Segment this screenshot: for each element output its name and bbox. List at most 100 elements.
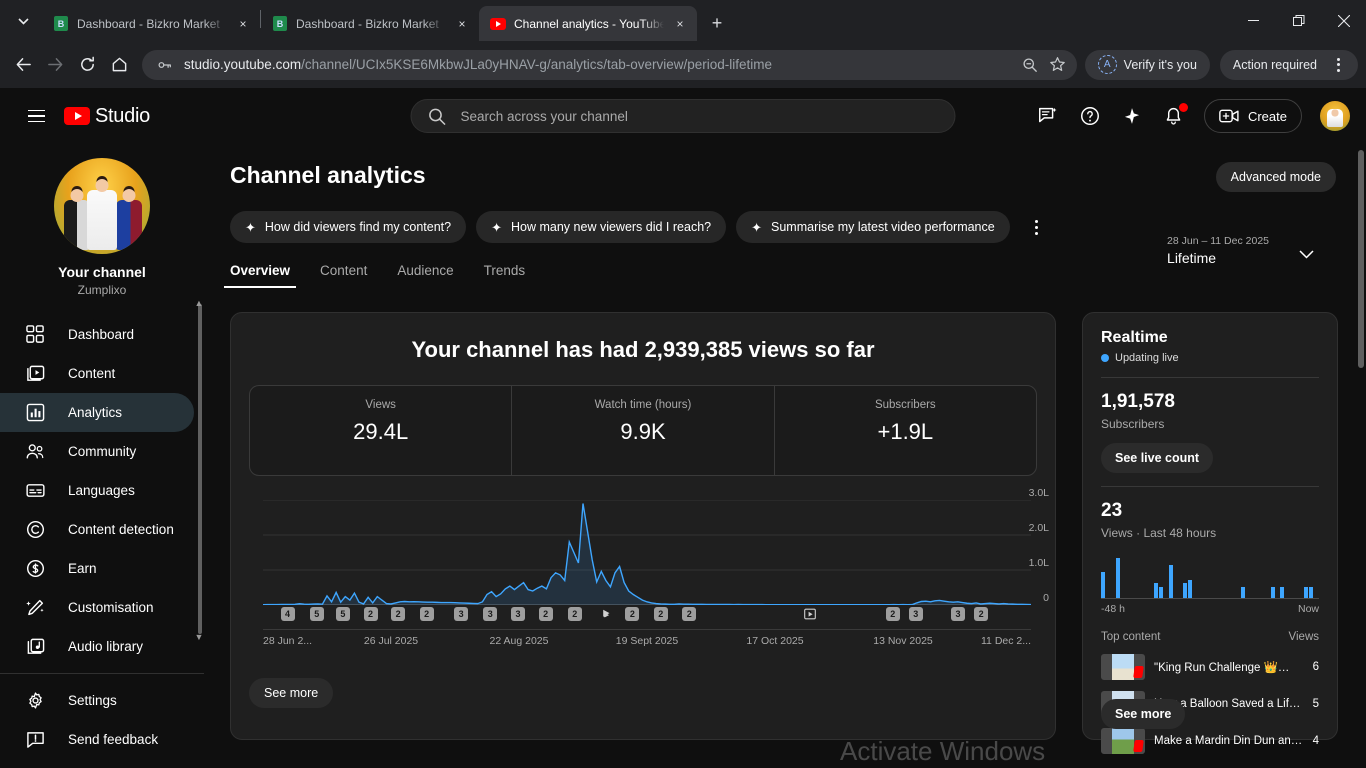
chart-video-marker[interactable]: 2 (653, 607, 668, 621)
chart-video-marker[interactable]: 2 (391, 607, 406, 621)
see-live-count-button[interactable]: See live count (1101, 443, 1214, 473)
sidebar-item-content-detection[interactable]: Content detection (0, 510, 194, 549)
sidebar-item-send-feedback[interactable]: Send feedback (0, 720, 194, 759)
chart-video-marker[interactable]: 3 (483, 607, 498, 621)
tab-overview[interactable]: Overview (223, 263, 297, 288)
chart-video-marker[interactable]: 2 (682, 607, 697, 621)
chip-how-did-viewers-find[interactable]: ✦ How did viewers find my content? (230, 211, 467, 243)
browser-tab-2[interactable]: B Dashboard - Bizkro Market × (261, 6, 479, 41)
metric-watch-time[interactable]: Watch time (hours) 9.9K (512, 386, 775, 475)
help-icon[interactable] (1078, 104, 1102, 128)
close-icon[interactable]: × (458, 16, 466, 31)
metric-label: Watch time (hours) (594, 399, 692, 411)
metric-subscribers[interactable]: Subscribers +1.9L (775, 386, 1036, 475)
sidebar-item-analytics[interactable]: Analytics (0, 393, 194, 432)
sidebar-item-languages[interactable]: Languages (0, 471, 194, 510)
address-bar[interactable]: studio.youtube.com/channel/UCIx5KSE6Mkbw… (142, 49, 1077, 80)
sidebar-item-customisation[interactable]: Customisation (0, 588, 194, 627)
chip-summarise-latest-video[interactable]: ✦ Summarise my latest video performance (736, 211, 1010, 243)
community-icon (24, 441, 46, 463)
channel-handle: Zumplixo (77, 283, 127, 297)
tab-content[interactable]: Content (320, 263, 368, 278)
see-more-button[interactable]: See more (249, 678, 334, 708)
restore-icon[interactable] (1276, 0, 1321, 41)
new-tab-button[interactable]: + (711, 12, 723, 33)
sidebar-item-community[interactable]: Community (0, 432, 194, 471)
chart-video-marker[interactable]: 2 (538, 607, 553, 621)
sparkle-icon[interactable] (1120, 104, 1144, 128)
chart-video-marker[interactable]: 5 (309, 607, 324, 621)
browser-tab-3-active[interactable]: Channel analytics - YouTube Stu × (479, 6, 697, 41)
sidebar-scrollbar[interactable] (198, 304, 202, 634)
chevron-down-icon[interactable] (1299, 248, 1314, 266)
shorts-icon[interactable] (598, 607, 612, 621)
chart-video-marker[interactable]: 2 (567, 607, 582, 621)
reload-button[interactable] (72, 50, 102, 80)
chart-video-marker[interactable]: 4 (280, 607, 295, 621)
list-item[interactable]: "King Run Challenge 👑🔥 | R... 6 (1101, 654, 1319, 680)
metric-label: Subscribers (874, 399, 936, 411)
home-button[interactable] (104, 50, 134, 80)
play-icon[interactable] (803, 607, 817, 621)
realtime-bar (1183, 583, 1188, 598)
tab-audience[interactable]: Audience (397, 263, 454, 278)
hamburger-icon[interactable] (16, 96, 56, 136)
chip-new-viewers-reach[interactable]: ✦ How many new viewers did I reach? (476, 211, 727, 243)
verify-identity-button[interactable]: A Verify it's you (1084, 49, 1210, 80)
browser-menu-kebab-icon[interactable] (1324, 51, 1352, 79)
sidebar-item-dashboard[interactable]: Dashboard (0, 315, 194, 354)
browser-tab-1[interactable]: B Dashboard - Bizkro Market × (42, 6, 260, 41)
back-button[interactable] (8, 50, 38, 80)
star-icon[interactable] (1049, 56, 1067, 74)
chart-video-marker[interactable]: 3 (908, 607, 923, 621)
permissions-icon[interactable] (156, 56, 174, 74)
chart-video-marker[interactable]: 2 (974, 607, 989, 621)
chips-more-kebab-icon[interactable] (1024, 219, 1050, 235)
action-required-button[interactable]: Action required (1219, 49, 1358, 80)
channel-block[interactable]: Your channel Zumplixo (0, 144, 204, 307)
forward-button[interactable] (40, 50, 70, 80)
chart-x-tick: 11 Dec 2... (981, 635, 1031, 647)
chart-video-marker[interactable]: 2 (885, 607, 900, 621)
chart-video-marker[interactable]: 2 (419, 607, 434, 621)
chart-video-marker[interactable]: 3 (510, 607, 525, 621)
feedback-icon (24, 729, 46, 751)
metric-views[interactable]: Views 29.4L (250, 386, 513, 475)
chart-video-marker[interactable]: 2 (363, 607, 378, 621)
realtime-bar (1115, 557, 1120, 598)
customisation-icon (24, 597, 46, 619)
chart-video-marker[interactable]: 3 (951, 607, 966, 621)
studio-logo[interactable]: Studio (64, 105, 150, 128)
avatar[interactable] (1320, 101, 1350, 131)
chart-video-marker[interactable]: 2 (625, 607, 640, 621)
scroll-down-arrow-icon[interactable]: ▼ (194, 632, 204, 642)
notifications-icon[interactable] (1162, 103, 1188, 128)
overview-panels: Your channel has had 2,939,385 views so … (230, 312, 1338, 754)
comments-icon[interactable] (1036, 104, 1060, 128)
list-item[interactable]: Make a Mardin Din Dun and T... 4 (1101, 728, 1319, 754)
create-button[interactable]: Create (1203, 99, 1302, 133)
search-input[interactable]: Search across your channel (410, 99, 956, 133)
sidebar-item-earn[interactable]: Earn (0, 549, 194, 588)
close-icon[interactable]: × (676, 16, 684, 31)
date-range-picker[interactable]: 28 Jun – 11 Dec 2025 Lifetime (1167, 235, 1314, 266)
chart-video-marker[interactable]: 5 (335, 607, 350, 621)
search-icon[interactable] (1021, 56, 1039, 74)
tab-trends[interactable]: Trends (483, 263, 526, 278)
realtime-see-more-button[interactable]: See more (1101, 699, 1186, 729)
sidebar-item-settings[interactable]: Settings (0, 681, 194, 720)
close-icon[interactable]: × (239, 16, 247, 31)
sidebar-item-audio-library[interactable]: Audio library (0, 627, 194, 666)
youtube-icon (490, 16, 506, 32)
video-thumbnail (1101, 728, 1145, 754)
scroll-up-arrow-icon[interactable]: ▲ (194, 298, 204, 308)
minimize-icon[interactable] (1231, 0, 1276, 41)
advanced-mode-button[interactable]: Advanced mode (1215, 162, 1336, 192)
close-icon[interactable] (1321, 0, 1366, 41)
tab-search-chevron-down-icon[interactable] (6, 4, 40, 38)
sidebar-item-content[interactable]: Content (0, 354, 194, 393)
chart-video-marker[interactable]: 3 (454, 607, 469, 621)
video-views: 4 (1312, 735, 1319, 747)
main-scrollbar[interactable] (1358, 150, 1364, 368)
